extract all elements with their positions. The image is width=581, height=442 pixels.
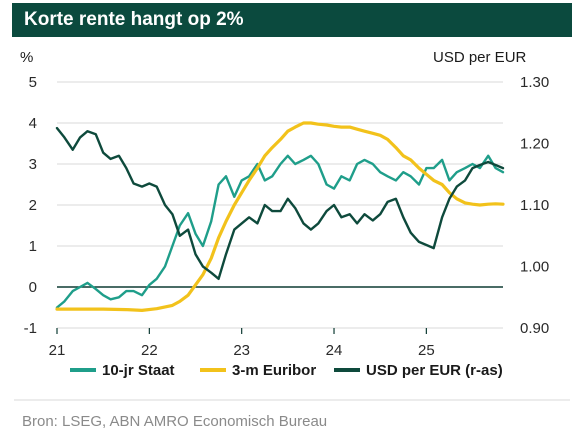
series: [55, 121, 505, 312]
series-line-usd-per-eur: [55, 126, 505, 280]
left-axis-unit: %: [20, 49, 33, 66]
legend-label: 3-m Euribor: [232, 362, 316, 379]
right-axis-ticks: 1.30 1.20 1.10 1.00 0.90: [520, 74, 549, 337]
series-line-staat: [55, 154, 505, 309]
legend-label: USD per EUR (r-as): [366, 362, 503, 379]
x-axis-ticks: 21 22 23 24 25: [49, 342, 435, 359]
chart-title: Korte rente hangt op 2%: [24, 9, 244, 30]
x-tick-label: 24: [326, 342, 343, 359]
left-tick-label: 4: [29, 115, 37, 132]
legend-label: 10-jr Staat: [102, 362, 175, 379]
right-tick-label: 1.10: [520, 197, 549, 214]
right-tick-label: 1.20: [520, 136, 549, 153]
left-tick-label: 0: [29, 279, 37, 296]
x-tick-label: 25: [418, 342, 435, 359]
right-tick-label: 1.00: [520, 259, 549, 276]
left-tick-label: -1: [24, 320, 37, 337]
left-tick-label: 5: [29, 74, 37, 91]
right-tick-label: 1.30: [520, 74, 549, 91]
source-note: Bron: LSEG, ABN AMRO Economisch Bureau: [22, 413, 328, 430]
x-tick-label: 23: [233, 342, 250, 359]
left-tick-label: 3: [29, 156, 37, 173]
left-tick-label: 1: [29, 238, 37, 255]
title-bar: Korte rente hangt op 2%: [12, 3, 572, 37]
x-tick-label: 21: [49, 342, 66, 359]
left-axis-ticks: 5 4 3 2 1 0 -1: [24, 74, 37, 337]
series-line-euribor: [55, 121, 505, 312]
right-axis-unit: USD per EUR: [433, 49, 527, 66]
right-tick-label: 0.90: [520, 320, 549, 337]
grid: [56, 81, 503, 334]
left-tick-label: 2: [29, 197, 37, 214]
x-tick-label: 22: [141, 342, 158, 359]
legend: 10-jr Staat 3-m Euribor USD per EUR (r-as): [70, 362, 503, 379]
